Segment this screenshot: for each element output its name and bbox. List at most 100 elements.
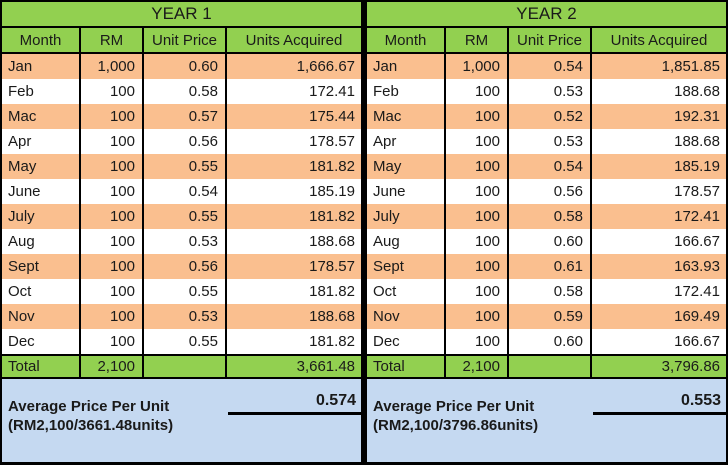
year2-average-section: Average Price Per Unit 0.553 (RM2,100/37… bbox=[367, 379, 726, 462]
units-acquired-cell: 172.41 bbox=[225, 79, 361, 104]
unit-price-cell: 0.56 bbox=[507, 179, 590, 204]
rm-cell: 100 bbox=[79, 104, 142, 129]
column-header-rm: RM bbox=[444, 28, 507, 52]
table-row: Jan 1,000 0.54 1,851.85 bbox=[367, 54, 726, 79]
unit-price-cell: 0.58 bbox=[142, 79, 225, 104]
year2-table: YEAR 2 Month RM Unit Price Units Acquire… bbox=[367, 2, 726, 462]
column-header-unit-price: Unit Price bbox=[142, 28, 225, 52]
unit-price-cell: 0.58 bbox=[507, 279, 590, 304]
month-cell: Dec bbox=[8, 333, 35, 350]
units-acquired-cell: 181.82 bbox=[225, 204, 361, 229]
table-row: Apr 100 0.53 188.68 bbox=[367, 129, 726, 154]
month-cell: Oct bbox=[8, 283, 32, 300]
table-row: Mac 100 0.57 175.44 bbox=[2, 104, 361, 129]
unit-price-cell: 0.60 bbox=[142, 54, 225, 79]
rm-cell: 100 bbox=[444, 79, 507, 104]
units-acquired-cell: 185.19 bbox=[590, 154, 726, 179]
year1-average-section: Average Price Per Unit 0.574 (RM2,100/36… bbox=[2, 379, 361, 462]
table-row: June 100 0.54 185.19 bbox=[2, 179, 361, 204]
table-row: Aug 100 0.53 188.68 bbox=[2, 229, 361, 254]
units-acquired-cell: 178.57 bbox=[225, 254, 361, 279]
table-row: July 100 0.55 181.82 bbox=[2, 204, 361, 229]
unit-price-cell: 0.55 bbox=[142, 154, 225, 179]
unit-price-cell: 0.60 bbox=[507, 329, 590, 354]
year1-table: YEAR 1 Month RM Unit Price Units Acquire… bbox=[2, 2, 361, 462]
month-cell: July bbox=[373, 208, 400, 225]
total-unit-price-cell bbox=[507, 356, 590, 377]
month-cell: June bbox=[373, 183, 406, 200]
month-cell: Apr bbox=[8, 133, 32, 150]
month-cell: Oct bbox=[373, 283, 397, 300]
month-cell: May bbox=[8, 158, 37, 175]
rm-cell: 100 bbox=[79, 304, 142, 329]
units-acquired-cell: 185.19 bbox=[225, 179, 361, 204]
units-acquired-cell: 172.41 bbox=[590, 279, 726, 304]
unit-price-cell: 0.58 bbox=[507, 204, 590, 229]
rm-cell: 100 bbox=[444, 304, 507, 329]
month-cell: Jan bbox=[373, 58, 398, 75]
units-acquired-cell: 188.68 bbox=[225, 229, 361, 254]
rm-cell: 100 bbox=[444, 279, 507, 304]
year1-total-row: Total 2,100 3,661.48 bbox=[2, 354, 361, 379]
unit-price-cell: 0.54 bbox=[142, 179, 225, 204]
unit-price-cell: 0.59 bbox=[507, 304, 590, 329]
table-row: Aug 100 0.60 166.67 bbox=[367, 229, 726, 254]
table-row: Jan 1,000 0.60 1,666.67 bbox=[2, 54, 361, 79]
year1-month-rows: Jan 1,000 0.60 1,666.67 Feb 100 0.58 172.41 Mac 1… bbox=[2, 54, 361, 354]
rm-cell: 100 bbox=[79, 254, 142, 279]
column-header-month: Month bbox=[19, 31, 62, 49]
column-header-units-acquired: Units Acquired bbox=[225, 28, 361, 52]
month-cell: Aug bbox=[373, 233, 400, 250]
rm-cell: 100 bbox=[444, 154, 507, 179]
rm-cell: 100 bbox=[79, 154, 142, 179]
year1-column-header-row: Month RM Unit Price Units Acquired bbox=[2, 28, 361, 54]
rm-cell: 100 bbox=[444, 229, 507, 254]
table-row: Oct 100 0.58 172.41 bbox=[367, 279, 726, 304]
rm-cell: 100 bbox=[444, 329, 507, 354]
unit-price-cell: 0.56 bbox=[142, 254, 225, 279]
month-cell: Sept bbox=[373, 258, 404, 275]
rm-cell: 100 bbox=[444, 254, 507, 279]
rm-cell: 100 bbox=[79, 179, 142, 204]
month-cell: Mac bbox=[373, 108, 402, 125]
rm-cell: 1,000 bbox=[79, 54, 142, 79]
column-header-unit-price: Unit Price bbox=[507, 28, 590, 52]
unit-price-cell: 0.53 bbox=[142, 229, 225, 254]
table-row: Feb 100 0.53 188.68 bbox=[367, 79, 726, 104]
average-price-formula: (RM2,100/3661.48units) bbox=[8, 417, 174, 434]
average-price-label: Average Price Per Unit bbox=[8, 398, 170, 415]
month-cell: May bbox=[373, 158, 402, 175]
units-acquired-cell: 163.93 bbox=[590, 254, 726, 279]
total-rm-cell: 2,100 bbox=[79, 356, 142, 377]
units-acquired-cell: 166.67 bbox=[590, 329, 726, 354]
table-row: Nov 100 0.53 188.68 bbox=[2, 304, 361, 329]
units-acquired-cell: 188.68 bbox=[590, 129, 726, 154]
month-cell: Apr bbox=[373, 133, 397, 150]
table-divider bbox=[361, 2, 367, 462]
total-label-cell: Total bbox=[373, 358, 405, 375]
table-row: Feb 100 0.58 172.41 bbox=[2, 79, 361, 104]
table-row: May 100 0.55 181.82 bbox=[2, 154, 361, 179]
rm-cell: 100 bbox=[79, 79, 142, 104]
rm-cell: 100 bbox=[79, 279, 142, 304]
month-cell: Aug bbox=[8, 233, 35, 250]
rm-cell: 100 bbox=[79, 129, 142, 154]
unit-price-cell: 0.52 bbox=[507, 104, 590, 129]
unit-price-cell: 0.55 bbox=[142, 204, 225, 229]
table-row: July 100 0.58 172.41 bbox=[367, 204, 726, 229]
average-price-value: 0.574 bbox=[228, 392, 361, 415]
rm-cell: 100 bbox=[444, 129, 507, 154]
rm-cell: 100 bbox=[444, 179, 507, 204]
unit-price-cell: 0.55 bbox=[142, 279, 225, 304]
year1-title: YEAR 1 bbox=[2, 2, 361, 28]
unit-price-cell: 0.54 bbox=[507, 54, 590, 79]
table-row: Apr 100 0.56 178.57 bbox=[2, 129, 361, 154]
rm-cell: 100 bbox=[79, 229, 142, 254]
units-acquired-cell: 166.67 bbox=[590, 229, 726, 254]
unit-price-cell: 0.55 bbox=[142, 329, 225, 354]
unit-price-cell: 0.57 bbox=[142, 104, 225, 129]
total-label-cell: Total bbox=[8, 358, 40, 375]
average-price-formula: (RM2,100/3796.86units) bbox=[373, 417, 539, 434]
units-acquired-cell: 181.82 bbox=[225, 154, 361, 179]
